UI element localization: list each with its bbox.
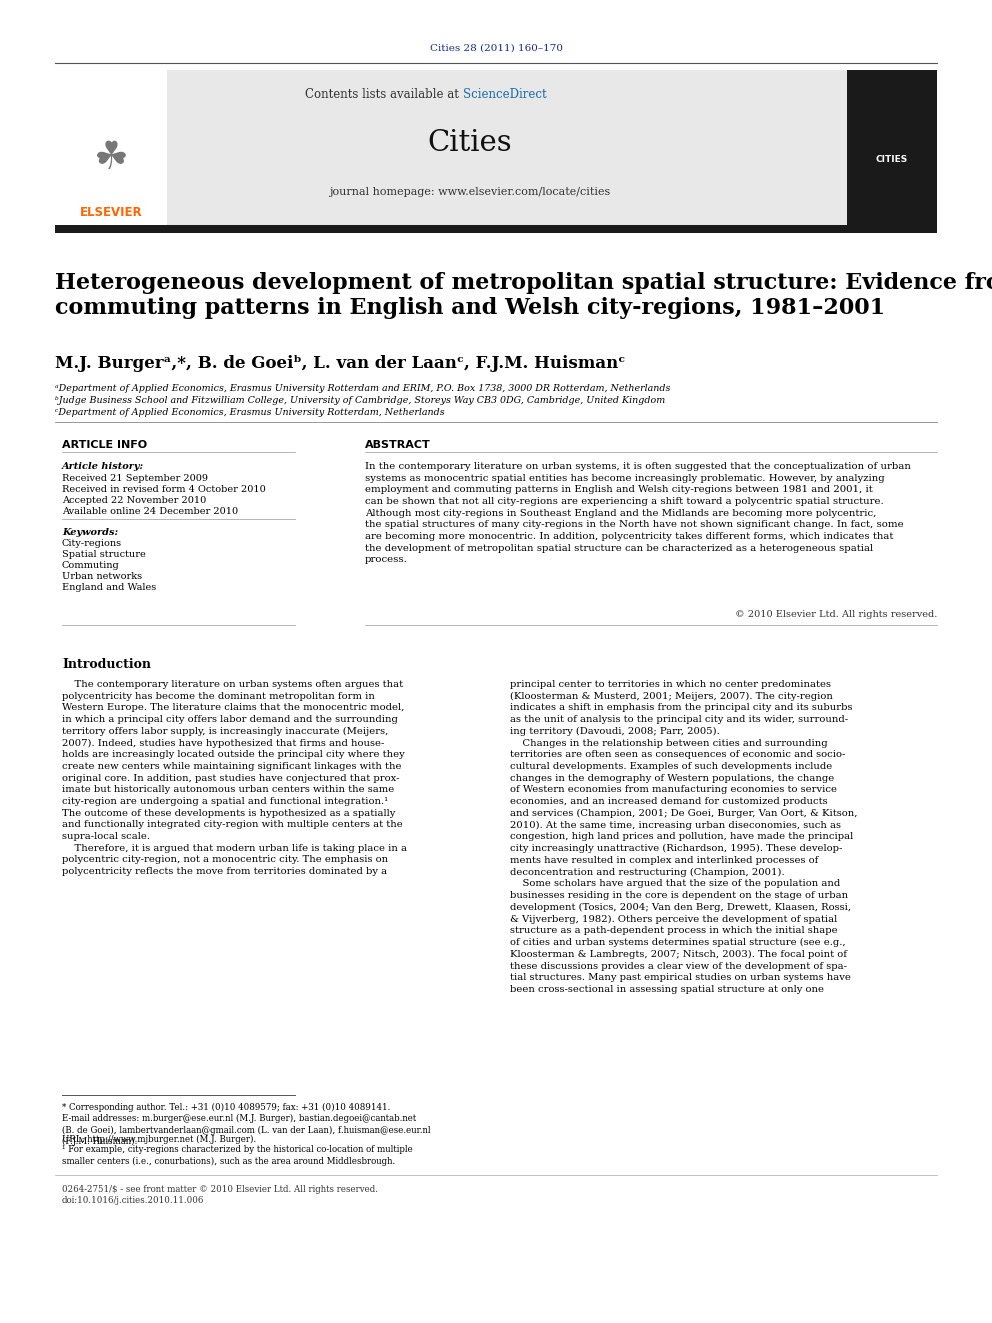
Text: CITIES: CITIES xyxy=(876,156,908,164)
Text: © 2010 Elsevier Ltd. All rights reserved.: © 2010 Elsevier Ltd. All rights reserved… xyxy=(735,610,937,619)
Text: Heterogeneous development of metropolitan spatial structure: Evidence from
commu: Heterogeneous development of metropolita… xyxy=(55,273,992,319)
Text: M.J. Burgerᵃ,*, B. de Goeiᵇ, L. van der Laanᶜ, F.J.M. Huismanᶜ: M.J. Burgerᵃ,*, B. de Goeiᵇ, L. van der … xyxy=(55,355,625,372)
Text: Received in revised form 4 October 2010: Received in revised form 4 October 2010 xyxy=(62,486,266,493)
Text: Accepted 22 November 2010: Accepted 22 November 2010 xyxy=(62,496,206,505)
Bar xyxy=(847,70,937,228)
Bar xyxy=(55,70,167,228)
Text: City-regions: City-regions xyxy=(62,538,122,548)
Text: Cities 28 (2011) 160–170: Cities 28 (2011) 160–170 xyxy=(430,44,562,53)
Text: ARTICLE INFO: ARTICLE INFO xyxy=(62,441,147,450)
Text: ᶜDepartment of Applied Economics, Erasmus University Rotterdam, Netherlands: ᶜDepartment of Applied Economics, Erasmu… xyxy=(55,407,444,417)
Text: ᵃDepartment of Applied Economics, Erasmus University Rotterdam and ERIM, P.O. Bo: ᵃDepartment of Applied Economics, Erasmu… xyxy=(55,384,671,393)
Text: In the contemporary literature on urban systems, it is often suggested that the : In the contemporary literature on urban … xyxy=(365,462,911,565)
Text: The contemporary literature on urban systems often argues that
polycentricity ha: The contemporary literature on urban sys… xyxy=(62,680,407,876)
Text: Introduction: Introduction xyxy=(62,658,151,671)
Text: doi:10.1016/j.cities.2010.11.006: doi:10.1016/j.cities.2010.11.006 xyxy=(62,1196,204,1205)
Text: Available online 24 December 2010: Available online 24 December 2010 xyxy=(62,507,238,516)
Text: URL: http://www.mjburger.net (M.J. Burger).: URL: http://www.mjburger.net (M.J. Burge… xyxy=(62,1135,256,1144)
Text: ABSTRACT: ABSTRACT xyxy=(365,441,431,450)
Text: Cities: Cities xyxy=(428,130,512,157)
Text: principal center to territories in which no center predominates
(Kloosterman & M: principal center to territories in which… xyxy=(510,680,857,994)
Text: E-mail addresses: m.burger@ese.eur.nl (M.J. Burger), bastian.degoei@cantab.net
(: E-mail addresses: m.burger@ese.eur.nl (M… xyxy=(62,1114,431,1146)
Text: ELSEVIER: ELSEVIER xyxy=(79,205,142,218)
Bar xyxy=(55,225,937,233)
Text: ¹ For example, city-regions characterized by the historical co-location of multi: ¹ For example, city-regions characterize… xyxy=(62,1144,413,1166)
Text: ☘: ☘ xyxy=(93,139,128,177)
Text: 0264-2751/$ - see front matter © 2010 Elsevier Ltd. All rights reserved.: 0264-2751/$ - see front matter © 2010 El… xyxy=(62,1185,378,1193)
Text: Spatial structure: Spatial structure xyxy=(62,550,146,560)
Text: * Corresponding author. Tel.: +31 (0)10 4089579; fax: +31 (0)10 4089141.: * Corresponding author. Tel.: +31 (0)10 … xyxy=(62,1103,391,1113)
Text: Commuting: Commuting xyxy=(62,561,120,570)
Text: ᵇJudge Business School and Fitzwilliam College, University of Cambridge, Storeys: ᵇJudge Business School and Fitzwilliam C… xyxy=(55,396,666,405)
Text: England and Wales: England and Wales xyxy=(62,583,157,591)
Text: Article history:: Article history: xyxy=(62,462,144,471)
Text: Received 21 September 2009: Received 21 September 2009 xyxy=(62,474,208,483)
Bar xyxy=(55,70,937,228)
Text: Contents lists available at: Contents lists available at xyxy=(306,89,463,102)
Text: journal homepage: www.elsevier.com/locate/cities: journal homepage: www.elsevier.com/locat… xyxy=(329,187,611,197)
Text: Urban networks: Urban networks xyxy=(62,572,142,581)
Text: ScienceDirect: ScienceDirect xyxy=(463,89,547,102)
Text: Keywords:: Keywords: xyxy=(62,528,118,537)
